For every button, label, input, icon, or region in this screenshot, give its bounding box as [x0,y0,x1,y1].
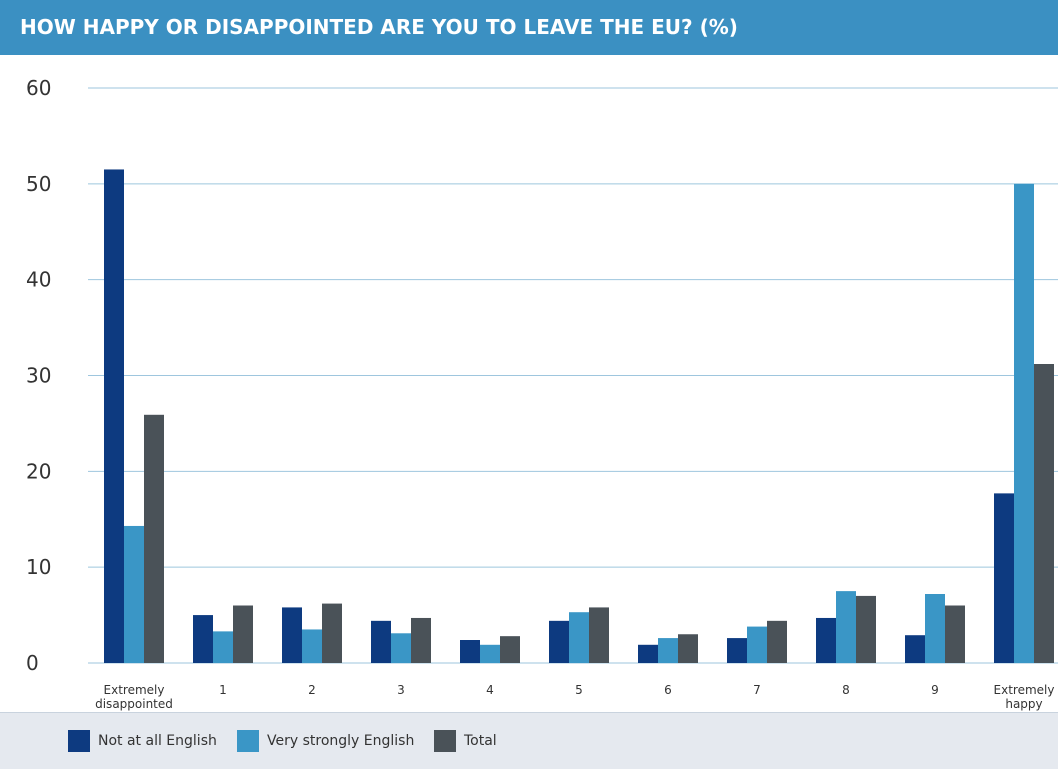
legend: Not at all English Very strongly English T… [0,712,1058,769]
y-tick-label: 20 [26,459,51,483]
bar [727,638,747,663]
bar [480,644,500,663]
x-tick-label: 5 [575,683,583,697]
bar [747,626,767,663]
legend-swatch [434,730,456,752]
y-tick-label: 10 [26,555,51,579]
y-tick-label: 50 [26,172,51,196]
bar [905,635,925,663]
bar [638,644,658,663]
legend-label: Very strongly English [267,733,415,749]
bar [767,620,787,663]
x-tick-label: 7 [753,683,761,697]
bar [193,615,213,663]
bar [678,634,698,663]
bar [836,591,856,663]
x-tick-label: 1 [219,683,227,697]
bar [945,605,965,663]
bar [124,525,144,663]
bar [816,617,836,663]
bar [1014,183,1034,664]
chart: 0 10 20 30 40 50 60 [26,76,1058,675]
bar [302,629,322,663]
y-tick-label: 30 [26,364,51,388]
bar [282,607,302,663]
x-tick-label: Extremely disappointed [95,683,173,711]
bar [233,605,253,663]
legend-item: Not at all English [68,730,217,752]
bar [371,620,391,663]
y-tick-label: 60 [26,76,51,100]
bar [391,633,411,663]
bar [549,620,569,663]
x-tick-label: 9 [931,683,939,697]
x-tick-label: 6 [664,683,672,697]
x-tick-label: Extremely happy [993,683,1055,711]
bar [500,636,520,663]
legend-swatch [68,730,90,752]
legend-item: Total [434,730,497,752]
bar [589,607,609,663]
bar [925,594,945,663]
legend-item: Very strongly English [237,730,414,752]
legend-swatch [237,730,259,752]
bar [144,414,164,663]
bar [856,595,876,663]
legend-label: Total [464,733,497,749]
chart-title: HOW HAPPY OR DISAPPOINTED ARE YOU TO LEA… [20,15,738,39]
y-tick-label: 40 [26,268,51,292]
y-tick-label: 0 [26,651,39,675]
x-tick-label: 2 [308,683,316,697]
bar [994,493,1014,663]
bar [1034,364,1054,663]
bar [104,169,124,664]
bar [213,631,233,663]
bar [322,603,342,663]
bar [411,617,431,663]
x-tick-label: 4 [486,683,494,697]
header: HOW HAPPY OR DISAPPOINTED ARE YOU TO LEA… [0,0,1058,55]
x-tick-label: 8 [842,683,850,697]
legend-label: Not at all English [98,733,217,749]
bar [658,638,678,663]
x-tick-label: 3 [397,683,405,697]
bar [569,612,589,663]
bar [460,640,480,663]
